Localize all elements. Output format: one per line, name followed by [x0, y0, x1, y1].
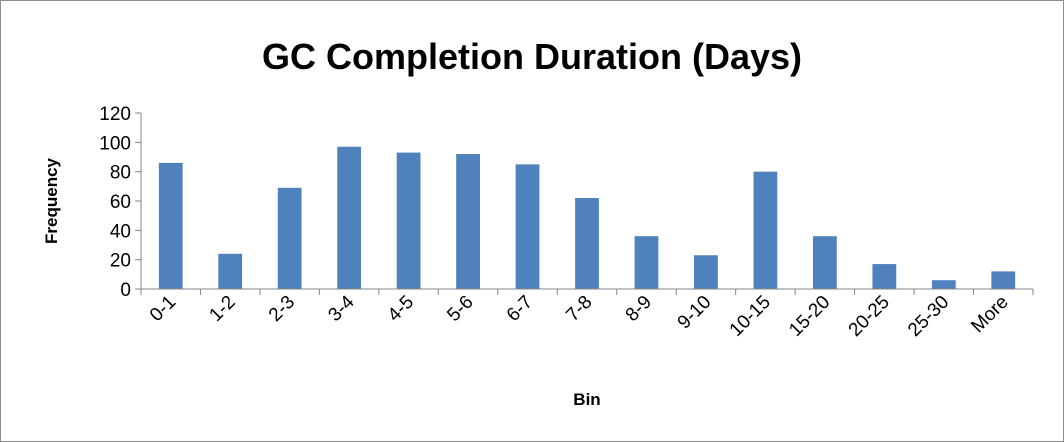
bar: [694, 255, 718, 289]
x-tick-label: 8-9: [622, 292, 656, 326]
bar: [991, 271, 1016, 289]
x-tick-label: 15-20: [785, 292, 834, 341]
x-axis-ticks: 0-1 1-2 2-3 3-4 4-5 5-6 6-7 7-8 8-9 9-10 10-15 15-2…: [140, 289, 1034, 341]
x-tick-label: More: [967, 292, 1012, 337]
y-tick-label: 80: [110, 163, 131, 184]
x-tick-label: 0-1: [146, 292, 180, 326]
y-tick-label: 120: [99, 104, 131, 125]
x-tick-label: 20-25: [845, 292, 894, 341]
bar: [515, 164, 540, 289]
x-tick-label: 25-30: [904, 292, 953, 341]
bar: [456, 154, 480, 289]
y-axis-ticks: 0 20 40 60 80 100 120: [99, 104, 141, 301]
y-tick-label: 0: [120, 280, 131, 301]
x-tick-label: 6-7: [503, 292, 537, 326]
x-tick-label: 3-4: [324, 291, 359, 326]
bar: [812, 236, 837, 289]
x-tick-label: 10-15: [726, 292, 775, 341]
x-tick-label: 9-10: [674, 292, 716, 334]
x-tick-label: 7-8: [562, 292, 596, 326]
chart-title: GC Completion Duration (Days): [262, 36, 802, 77]
bar: [158, 162, 183, 289]
bar: [396, 152, 421, 289]
bar: [634, 236, 659, 289]
bar: [337, 146, 362, 289]
bar: [575, 198, 599, 289]
bar: [277, 187, 302, 289]
bar: [753, 171, 778, 289]
bar: [931, 280, 956, 289]
x-tick-label: 5-6: [443, 292, 477, 326]
y-tick-label: 40: [110, 221, 131, 242]
x-tick-label: 4-5: [384, 292, 418, 326]
y-tick-label: 20: [110, 251, 131, 272]
bar: [872, 264, 897, 289]
x-axis-title: Bin: [573, 390, 600, 409]
y-tick-label: 100: [99, 133, 131, 154]
y-axis-title: Frequency: [42, 157, 61, 244]
bars: [158, 146, 1016, 289]
bar: [218, 253, 243, 289]
y-tick-label: 60: [110, 192, 131, 213]
axes: [140, 113, 1033, 290]
x-tick-label: 1-2: [205, 292, 239, 326]
x-tick-label: 2-3: [265, 292, 299, 326]
